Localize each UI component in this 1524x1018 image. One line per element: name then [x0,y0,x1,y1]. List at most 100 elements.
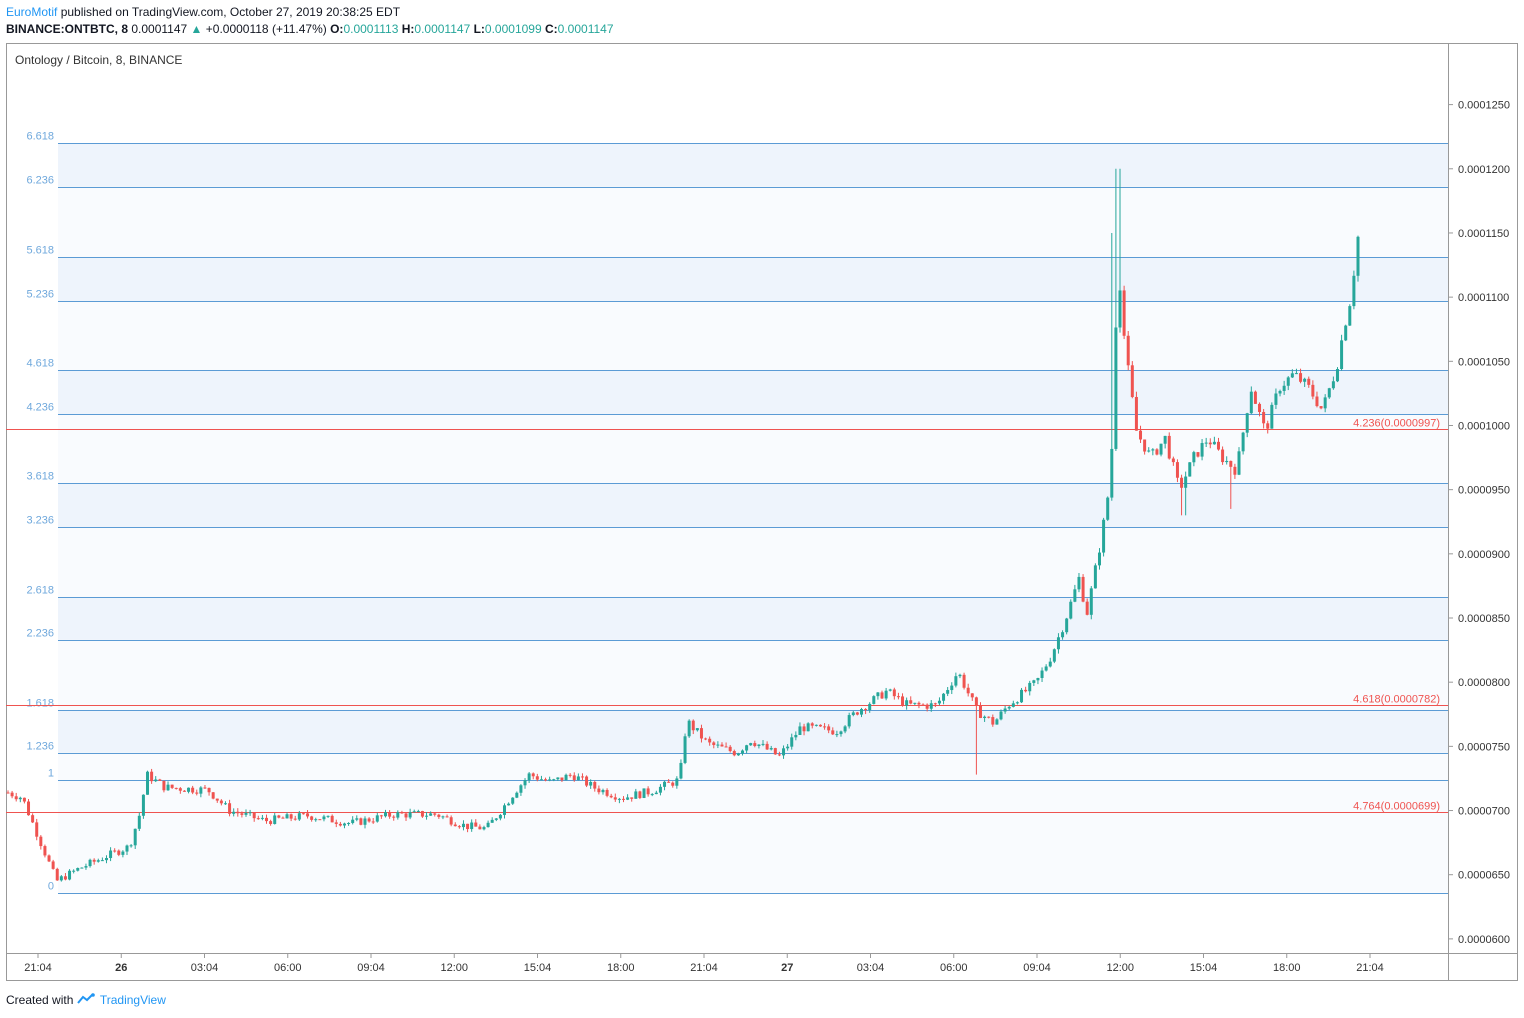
candle-body [974,697,978,706]
candle-body [1225,460,1229,463]
candle-body [88,859,92,867]
candle-body [601,789,605,793]
change-value: +0.0000118 (+11.47%) [205,22,327,36]
fib-band [58,597,1448,640]
candle-body [232,811,236,814]
candle-body [544,779,548,781]
candle-body [896,696,900,698]
candle-body [326,815,330,817]
candle-body [191,787,195,793]
candle-body [749,743,753,746]
time-tick-label: 03:04 [191,962,219,974]
candle-body [888,689,892,691]
candle-body [293,818,297,820]
candle-body [691,720,695,731]
candle-body [761,743,765,745]
fib-level-label: 2.618 [26,585,54,597]
candle-body [1356,236,1360,276]
candle-body [925,704,929,709]
fib-level-label: 4.236 [26,402,54,414]
candle-body [223,803,227,805]
candle-body [585,776,589,786]
candle-body [388,812,392,817]
candle-body [814,724,818,726]
candle-body [831,730,835,735]
candle-body [929,703,933,709]
time-tick-label: 15:04 [524,962,552,974]
candle-body [1208,442,1212,445]
candle-body [1040,670,1044,679]
candle-body [22,797,26,802]
candle-body [622,798,626,800]
candle-body [966,687,970,694]
candle-body [457,826,461,828]
candle-body [605,789,609,796]
candle-body [1151,449,1155,451]
candle-body [864,709,868,711]
candle-body [228,803,232,814]
fib-band [58,483,1448,527]
candle-body [1032,680,1036,683]
candle-body [129,845,133,847]
candle-body [855,712,859,715]
candle-body [104,858,108,861]
author-link[interactable]: EuroMotif [6,5,58,19]
candle-body [970,693,974,698]
candle-body [420,811,424,817]
candle-body [55,868,59,881]
tradingview-logo-icon[interactable] [76,993,100,1007]
candle-body [675,778,679,786]
candle-body [334,822,338,824]
fib-level-label: 3.236 [26,515,54,527]
candle-body [125,845,129,852]
candle-body [519,785,523,793]
candle-body [96,860,100,862]
candle-body [1348,306,1352,326]
candle-body [1065,618,1069,633]
close-value: 0.0001147 [557,22,614,36]
fib-band [58,257,1448,301]
horizontal-level-label: 4.618(0.0000782) [1353,694,1440,706]
candle-body [322,816,326,820]
candle-body [1089,588,1093,615]
candle-body [416,811,420,813]
candle-body [568,774,572,776]
candle-body [790,737,794,747]
candle-body [1340,340,1344,370]
candle-body [901,696,905,706]
ohlc-line: BINANCE:ONTBTC, 8 0.0001147 ▲ +0.0000118… [6,22,614,36]
candle-body [59,876,63,881]
candle-body [174,787,178,789]
candle-body [511,797,515,804]
price-chart[interactable]: 6.618 6.236 5.618 5.236 4.618 4.236 3.618 3.236… [6,43,1518,981]
candle-body [187,787,191,792]
candle-body [1258,403,1262,412]
candle-body [1253,391,1257,404]
candle-body [27,801,31,816]
candle-body [289,814,293,819]
candle-body [1081,576,1085,602]
tradingview-link[interactable]: TradingView [99,993,166,1007]
candle-body [745,745,749,751]
candle-body [740,750,744,754]
candle-body [342,823,346,826]
candle-body [1323,397,1327,409]
candle-body [1036,678,1040,681]
candle-body [396,812,400,818]
candle-body [1069,601,1073,619]
time-tick-label: 03:04 [857,962,885,974]
price-tick-label: 0.0000650 [1458,870,1510,882]
candle-body [260,817,264,819]
candle-body [839,731,843,735]
candle-body [248,812,252,814]
fib-level-label: 1.236 [26,741,54,753]
candle-body [1327,388,1331,398]
candle-body [1056,637,1060,650]
candle-body [1335,369,1339,382]
candle-body [1344,325,1348,341]
candle-body [507,803,511,806]
candle-body [683,736,687,763]
candle-body [384,812,388,817]
candle-body [429,813,433,816]
candle-body [1143,439,1147,452]
